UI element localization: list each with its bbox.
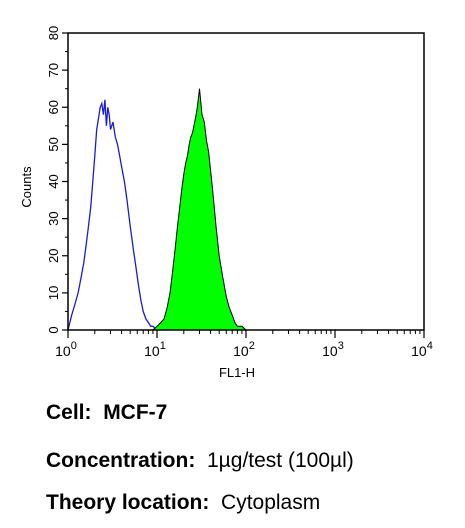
y-tick-label: 60 bbox=[46, 100, 61, 114]
y-tick-label: 10 bbox=[46, 286, 61, 300]
x-tick-label: 100 bbox=[55, 340, 77, 359]
concentration-value: 1µg/test (100µl) bbox=[207, 449, 354, 472]
series-layer bbox=[67, 88, 424, 331]
x-tick-label: 101 bbox=[144, 340, 166, 359]
flow-cytometry-histogram: 100 101 102 103 104 0 10 20 30 40 50 60 70 80 FL1-H C… bbox=[19, 25, 433, 380]
x-tick-label: 102 bbox=[233, 340, 255, 359]
x-tick-label: 103 bbox=[322, 340, 344, 359]
y-tick-label: 20 bbox=[46, 249, 61, 263]
y-tick-label: 80 bbox=[46, 26, 61, 40]
cell-caption: Cell: MCF-7 bbox=[46, 401, 167, 425]
ticks-layer: 100 101 102 103 104 0 10 20 30 40 50 60 70 80 bbox=[46, 26, 433, 359]
y-tick-label: 40 bbox=[46, 174, 61, 188]
series-outline-histogram bbox=[67, 99, 161, 331]
theory-value: Cytoplasm bbox=[221, 491, 321, 514]
y-tick-label: 70 bbox=[46, 63, 61, 77]
x-axis-label: FL1-H bbox=[219, 365, 255, 380]
cell-value: MCF-7 bbox=[103, 401, 168, 424]
series-filled-histogram bbox=[68, 88, 424, 331]
y-axis-label: Counts bbox=[19, 166, 34, 208]
theory-location-caption: Theory location: Cytoplasm bbox=[46, 491, 320, 515]
y-tick-label: 50 bbox=[46, 137, 61, 151]
y-tick-label: 0 bbox=[46, 326, 61, 333]
theory-label: Theory location: bbox=[46, 491, 210, 514]
y-tick-label: 30 bbox=[46, 211, 61, 225]
cell-label: Cell: bbox=[46, 401, 92, 424]
concentration-caption: Concentration: 1µg/test (100µl) bbox=[46, 449, 354, 473]
concentration-label: Concentration: bbox=[46, 449, 196, 472]
x-tick-label: 104 bbox=[411, 340, 433, 359]
